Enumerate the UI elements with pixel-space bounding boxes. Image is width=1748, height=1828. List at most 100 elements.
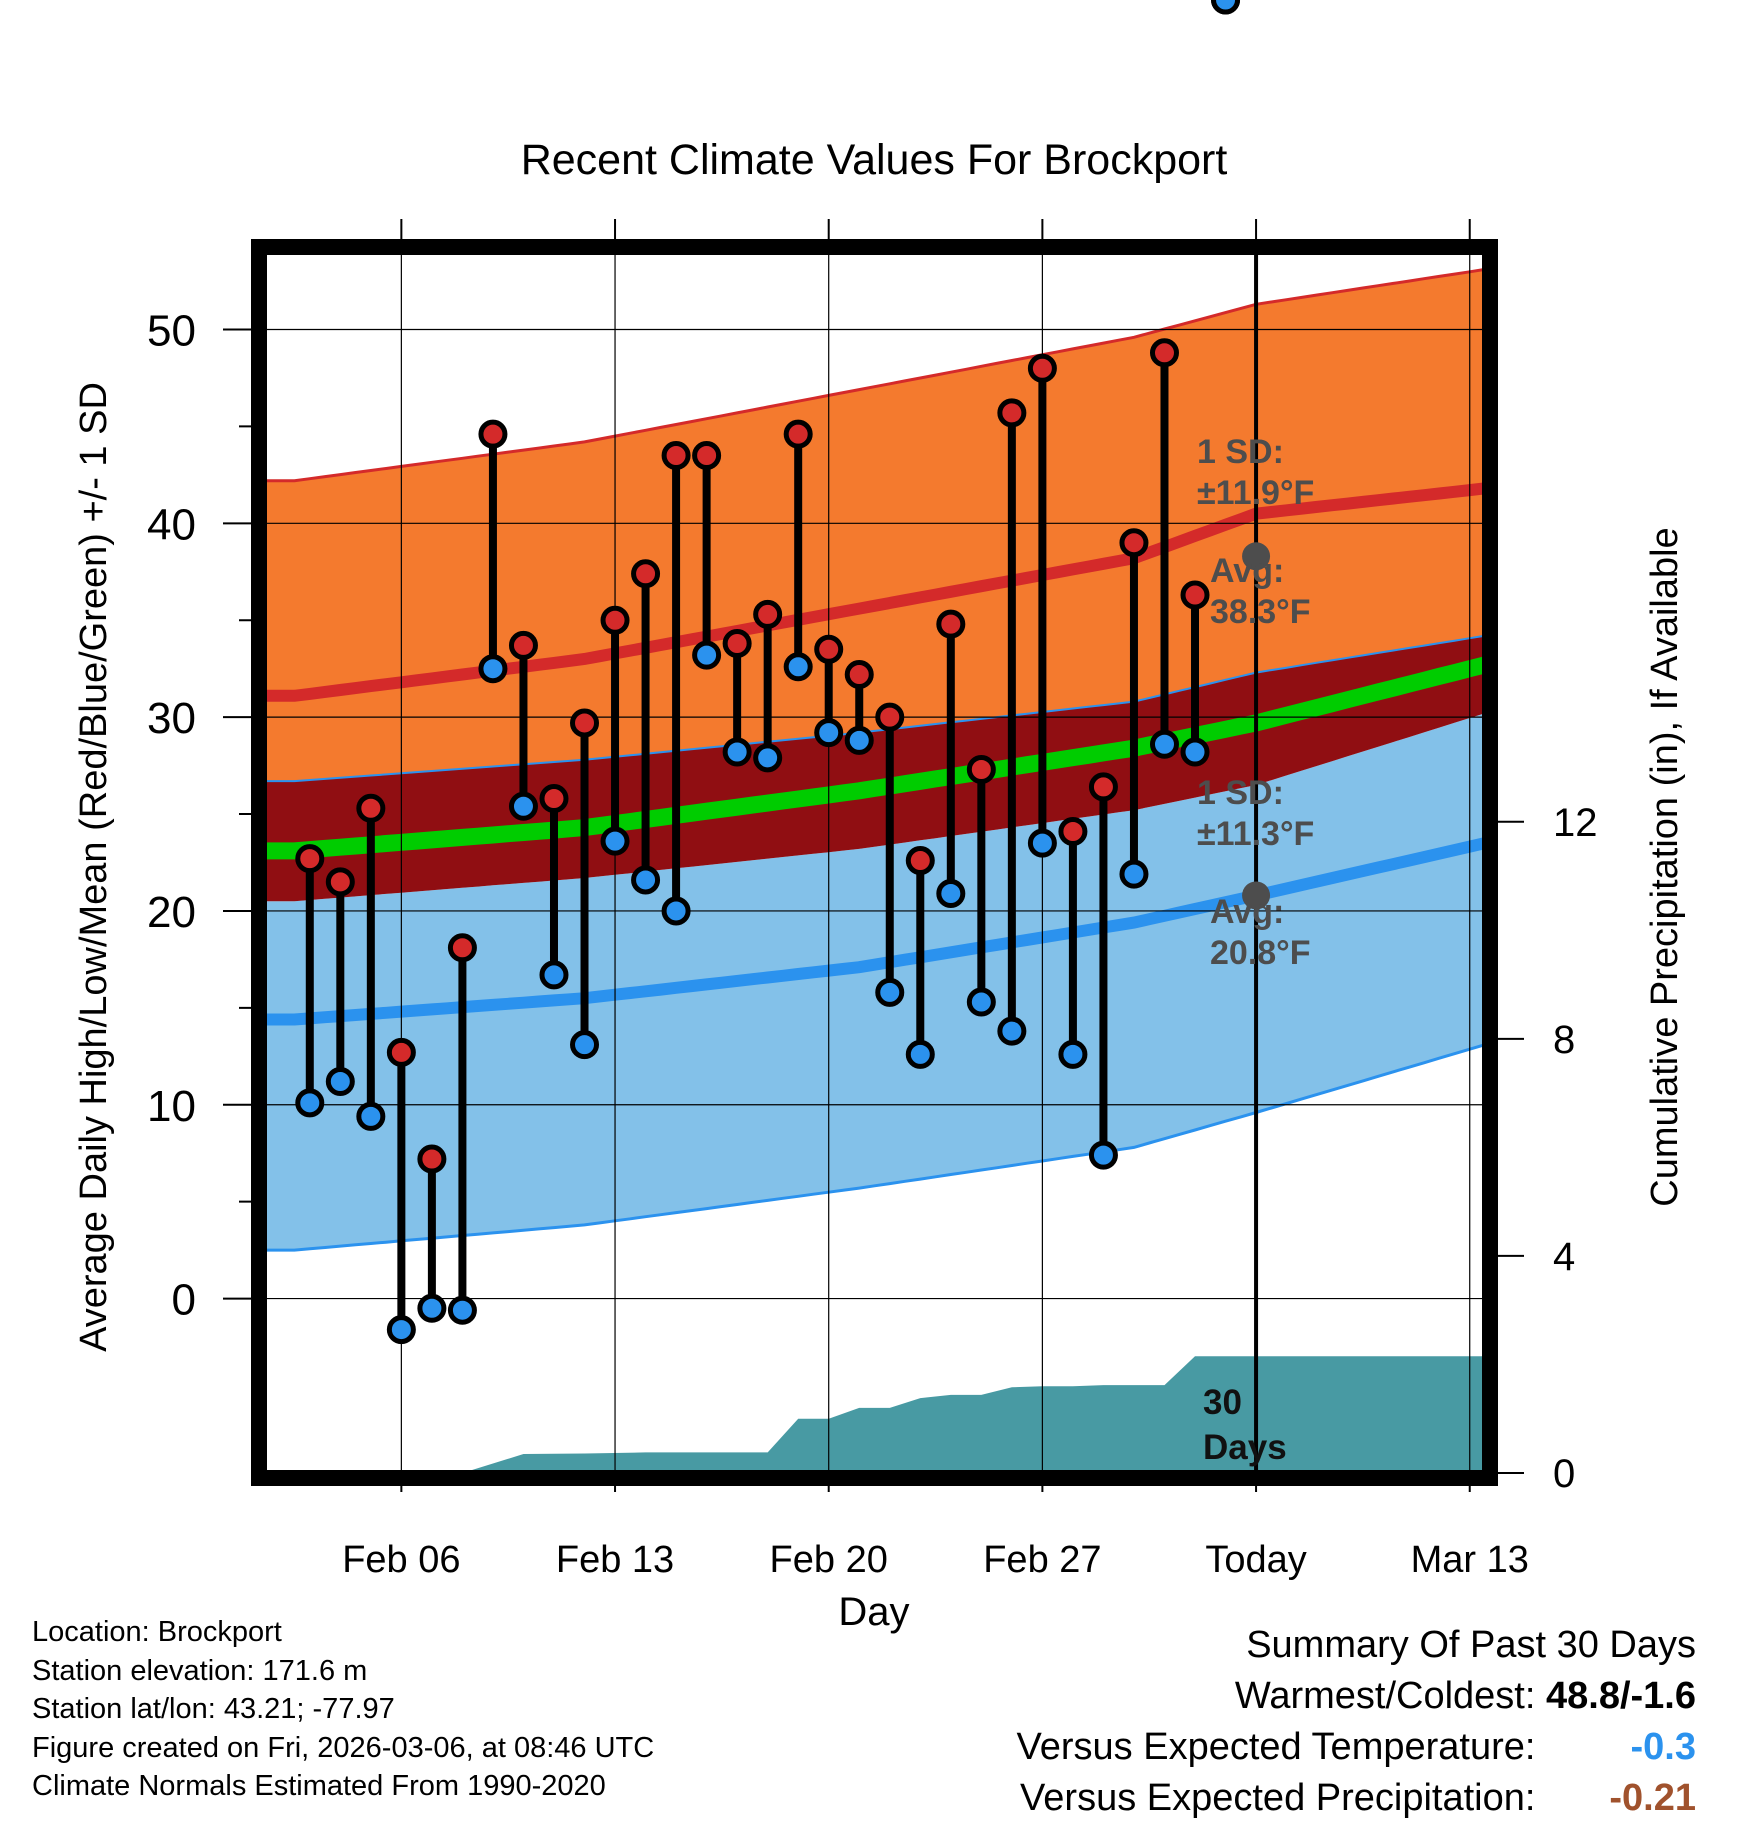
low-point [600,826,630,856]
day-bar [417,1144,447,1323]
axes: Feb 06 Feb 13 Feb 20 Feb 27 Today Mar 13 0 10 20… [147,219,1598,1581]
high-point [447,933,477,963]
day-bar [386,1037,416,1345]
low-point [325,1067,355,1097]
high-avg-label-line-1: 38.3°F [1210,593,1311,631]
low-point [997,1016,1027,1046]
low-normal-line [264,837,1485,1026]
low-sd-label-line-0: 1 SD: [1197,774,1284,812]
day-bar [783,419,813,682]
x-tick-label: Feb 27 [983,1539,1101,1581]
plot-frame [251,239,1498,1486]
day-bar [356,793,386,1131]
low-avg-label-line-1: 20.8°F [1210,934,1311,972]
low-point [295,1088,325,1118]
y-axis-label-right: Cumulative Precipitation (in), If Availa… [1644,527,1686,1206]
low-point [539,960,569,990]
high-sd-label-line-0: 1 SD: [1197,433,1284,471]
low-sd-label-line-1: ±11.3°F [1197,815,1314,853]
high-point [600,605,630,635]
day-bar [478,419,508,684]
mean-normal-line [264,656,1485,860]
high-point [1027,353,1057,383]
low-point [661,896,691,926]
high-point [570,708,600,738]
station-info: Location: Brockport Station elevation: 1… [32,1613,654,1806]
low-point [722,737,752,767]
high-point [1149,338,1179,368]
low-point [966,987,996,1017]
low-point [905,1039,935,1069]
low-sd-band [264,713,1485,1251]
low-point [356,1101,386,1131]
y-tick-label-left: 50 [147,307,196,356]
high-point [661,441,691,470]
x-tick-label: Feb 06 [342,1539,460,1581]
high-point [997,398,1027,428]
day-bar [447,933,477,1325]
high-sd-label-line-1: ±11.9°F [1197,474,1314,512]
low-point [753,743,783,773]
high-avg-label-line-0: Avg: [1210,552,1284,590]
high-point [844,660,874,690]
low-point [1027,828,1057,858]
low-point [1149,729,1179,759]
high-point [417,1144,447,1174]
x-tick-label: Today [1205,1539,1306,1581]
precip-anomaly-value: -0.21 [1609,1777,1696,1819]
x-tick-label: Feb 13 [556,1539,674,1581]
low-point [1180,737,1210,767]
y-tick-label-right: 12 [1553,801,1598,845]
y-tick-label-right: 0 [1553,1452,1575,1496]
high-avg-marker [1242,542,1271,571]
high-point [386,1037,416,1067]
elevation-text: Station elevation: 171.6 m [32,1654,368,1687]
high-normal-line [264,482,1485,702]
day-bar [600,605,630,856]
high-point [356,793,386,823]
high-sd-band [264,269,1485,782]
y-tick-label-left: 0 [172,1276,196,1325]
warmest-coldest-label: Warmest/Coldest: [1234,1675,1536,1717]
daily-temperature-bars [295,0,1241,1345]
warmest-coldest-value: 48.8/-1.6 [1546,1675,1696,1717]
day-bar [1149,338,1179,759]
high-point [1119,528,1149,558]
latlon-text: Station lat/lon: 43.21; -77.97 [32,1693,395,1725]
summary-panel: Summary Of Past 30 Days Warmest/Coldest:… [1017,1620,1696,1824]
high-point [631,559,661,589]
low-point [631,865,661,895]
low-point [814,718,844,748]
high-point [753,599,783,629]
low-point [447,1295,477,1325]
low-point [936,879,966,909]
day-bar [997,398,1027,1046]
y-tick-label-left: 10 [147,1082,196,1131]
high-point [783,419,813,449]
day-bar [1211,0,1241,15]
temp-anomaly-value: -0.3 [1630,1726,1696,1768]
temp-anomaly-row: Versus Expected Temperature: -0.3 [1017,1722,1696,1773]
day-bar [1119,528,1149,889]
high-point [936,609,966,639]
high-point [875,702,905,732]
day-bar [905,846,935,1069]
low-point [1088,1140,1118,1170]
day-bar [539,784,569,990]
day-bar [966,754,996,1017]
day-bar [295,844,325,1118]
day-bar [1027,353,1057,858]
precip-anomaly-row: Versus Expected Precipitation: -0.21 [1017,1773,1696,1824]
day-bar [1088,772,1118,1170]
high-point [905,846,935,876]
day-bar [325,867,355,1097]
low-point [783,652,813,682]
low-point [1211,0,1241,15]
summary-title: Summary Of Past 30 Days [1246,1624,1696,1666]
low-point [570,1030,600,1060]
y-tick-label-right: 4 [1553,1235,1575,1279]
high-point [814,634,844,664]
low-avg-marker [1242,881,1271,910]
